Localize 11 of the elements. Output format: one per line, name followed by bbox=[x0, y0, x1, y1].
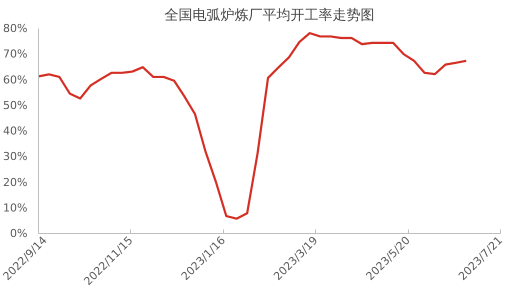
line-series bbox=[38, 32, 468, 220]
chart-title: 全国电弧炉炼厂平均开工率走势图 bbox=[164, 8, 374, 24]
y-tick-label: 20% bbox=[3, 176, 28, 189]
y-tick-label: 70% bbox=[3, 48, 28, 61]
y-tick-label: 10% bbox=[3, 201, 28, 214]
y-tick-label: 80% bbox=[3, 22, 28, 35]
y-tick-label: 0% bbox=[10, 227, 28, 240]
y-tick-label: 50% bbox=[3, 98, 28, 112]
y-tick-label: 30% bbox=[3, 150, 28, 164]
y-tick-label: 40% bbox=[3, 124, 28, 138]
y-tick-label: 60% bbox=[3, 73, 28, 86]
